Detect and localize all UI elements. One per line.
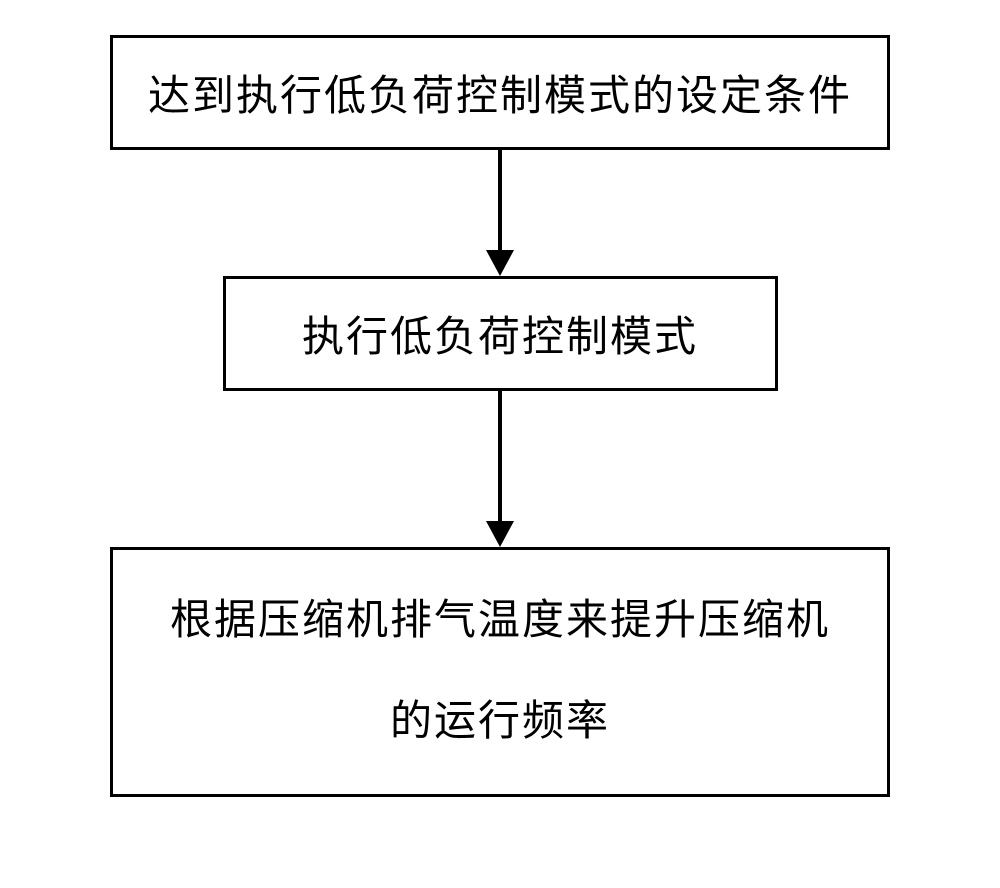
step-3-text-line1: 根据压缩机排气温度来提升压缩机 <box>170 571 830 672</box>
step-2-text: 执行低负荷控制模式 <box>302 303 698 364</box>
arrow-1 <box>486 150 514 276</box>
arrow-head-icon <box>486 250 514 276</box>
flowchart-step-1: 达到执行低负荷控制模式的设定条件 <box>110 35 890 150</box>
flowchart-step-3: 根据压缩机排气温度来提升压缩机 的运行频率 <box>110 547 890 797</box>
arrow-2 <box>486 391 514 547</box>
arrow-line-icon <box>498 391 502 521</box>
flowchart-container: 达到执行低负荷控制模式的设定条件 执行低负荷控制模式 根据压缩机排气温度来提升压… <box>110 35 890 797</box>
arrow-line-icon <box>498 150 502 250</box>
step-3-text-line2: 的运行频率 <box>390 672 610 773</box>
flowchart-step-2: 执行低负荷控制模式 <box>223 276 778 391</box>
step-1-text: 达到执行低负荷控制模式的设定条件 <box>148 62 852 123</box>
arrow-head-icon <box>486 521 514 547</box>
